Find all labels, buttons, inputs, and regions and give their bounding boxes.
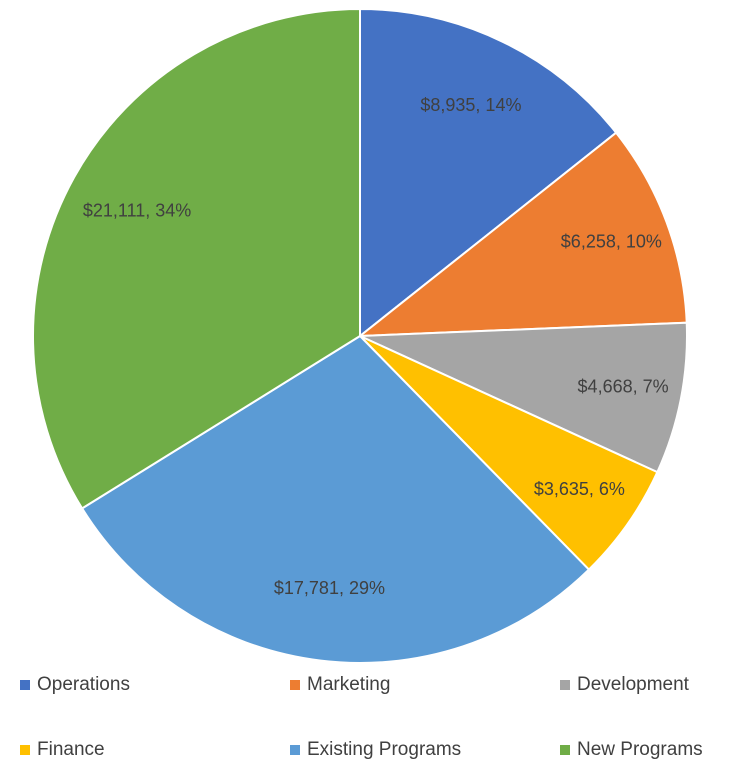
data-label: $17,781, 29% xyxy=(274,578,385,598)
pie-slice xyxy=(359,321,688,474)
pie-slice xyxy=(80,334,591,664)
legend-label: Operations xyxy=(37,674,130,695)
data-label: $4,668, 7% xyxy=(578,377,669,397)
legend-swatch xyxy=(560,745,570,755)
legend-swatch xyxy=(20,680,30,690)
data-label: $8,935, 14% xyxy=(420,95,521,115)
legend-label: Marketing xyxy=(307,674,390,695)
legend-label: Existing Programs xyxy=(307,739,461,760)
data-label: $3,635, 6% xyxy=(534,479,625,499)
legend-swatch xyxy=(560,680,570,690)
legend-swatch xyxy=(20,745,30,755)
pie-slice xyxy=(32,7,361,510)
legend-label: New Programs xyxy=(577,739,703,760)
data-label: $21,111, 34% xyxy=(83,201,191,221)
legend-swatch xyxy=(290,745,300,755)
legend-swatch xyxy=(290,680,300,690)
legend-label: Development xyxy=(577,674,690,695)
pie-slice xyxy=(356,131,688,338)
data-label: $6,258, 10% xyxy=(561,231,662,251)
pie-slice xyxy=(359,7,618,339)
legend-label: Finance xyxy=(37,739,105,760)
